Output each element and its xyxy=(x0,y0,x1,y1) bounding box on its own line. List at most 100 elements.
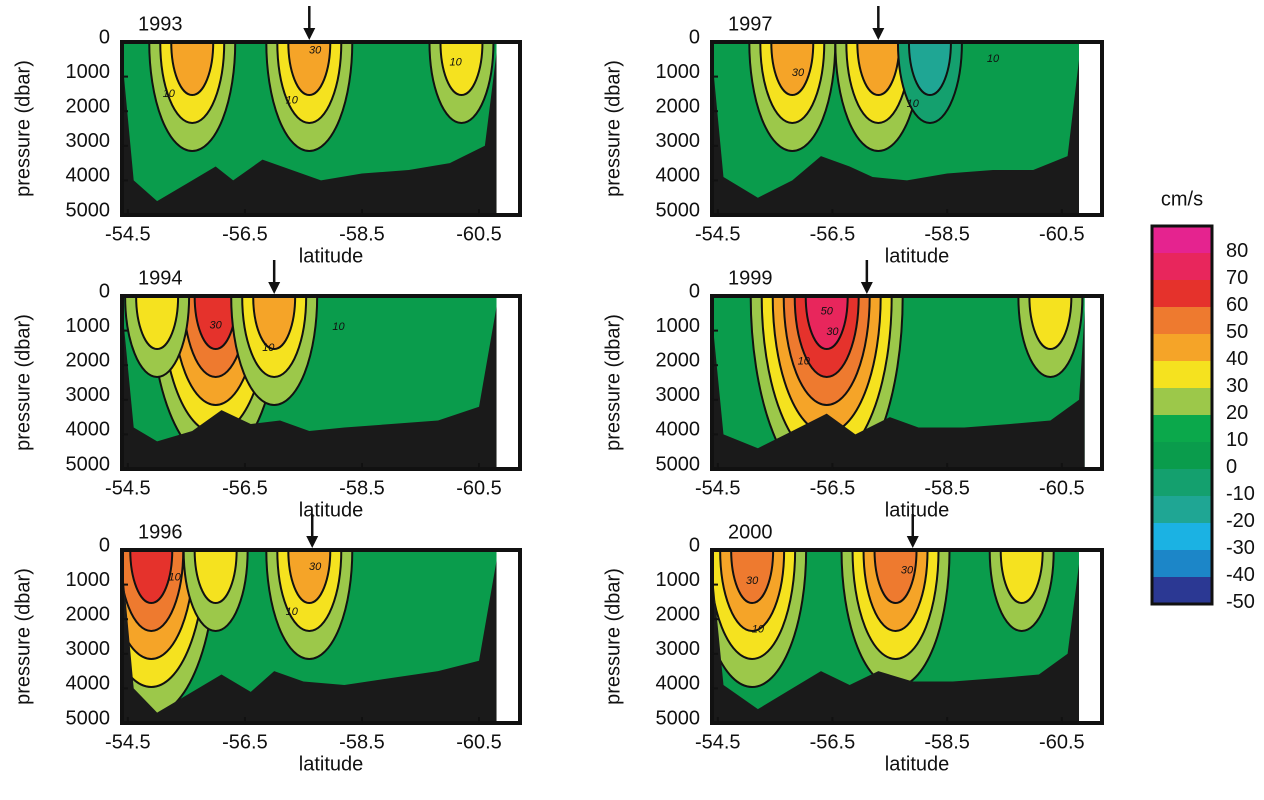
jet-contour xyxy=(999,550,1044,604)
y-tick-label: 4000 xyxy=(66,419,111,441)
x-tick-label: -56.5 xyxy=(222,223,268,245)
x-tick-label: -58.5 xyxy=(924,731,970,753)
plot-area: 30 10 10 10 xyxy=(122,42,520,215)
x-tick-label: -56.5 xyxy=(222,477,268,499)
contour-label: 10 xyxy=(907,98,920,110)
jet-contour xyxy=(804,296,849,350)
panel: 30 10 10 0 1000 2000 3000 4000 5000-54.5 -56.5 -58… xyxy=(602,6,1104,267)
contour-label: 10 xyxy=(286,95,299,107)
x-tick-label: -54.5 xyxy=(695,477,741,499)
y-tick-label: 0 xyxy=(689,280,700,302)
bathymetry xyxy=(122,52,497,215)
y-tick-label: 5000 xyxy=(66,453,111,475)
colorbar-label: 80 xyxy=(1226,240,1248,262)
x-tick-label: -56.5 xyxy=(810,223,856,245)
x-tick-label: -54.5 xyxy=(695,731,741,753)
colorbar-label: 50 xyxy=(1226,321,1248,343)
plot-area: 50 30 10 xyxy=(712,296,1102,469)
bathymetry xyxy=(122,306,497,469)
y-tick-label: 0 xyxy=(689,26,700,48)
contour-label: 10 xyxy=(286,606,299,618)
x-tick-label: -54.5 xyxy=(105,731,151,753)
y-tick-label: 3000 xyxy=(66,384,111,406)
colorbar-label: 20 xyxy=(1226,402,1248,424)
arrow-head xyxy=(860,282,873,294)
bathymetry xyxy=(712,309,1085,469)
colorbar-label: 70 xyxy=(1226,267,1248,289)
panel-title: 1997 xyxy=(728,13,773,35)
jet-contour xyxy=(252,296,297,350)
colorbar-swatch xyxy=(1152,280,1212,307)
colorbar-label: 30 xyxy=(1226,375,1248,397)
y-tick-label: 1000 xyxy=(66,61,111,83)
contour-label: 10 xyxy=(987,53,1000,65)
y-tick-label: 3000 xyxy=(656,130,701,152)
y-tick-label: 5000 xyxy=(656,707,701,729)
plot-frame xyxy=(120,294,522,471)
y-tick-label: 4000 xyxy=(656,673,701,695)
jet-contour xyxy=(770,42,815,96)
contour-label: 30 xyxy=(826,326,839,338)
contour-label: 50 xyxy=(821,305,834,317)
x-tick-label: -58.5 xyxy=(339,477,385,499)
arrow-head xyxy=(906,536,919,548)
contour-label: 10 xyxy=(169,572,182,584)
contour-label: 30 xyxy=(746,575,759,587)
contour-label: 10 xyxy=(798,356,811,368)
y-tick-label: 3000 xyxy=(66,130,111,152)
colorbar-label: -20 xyxy=(1226,510,1255,532)
colorbar-label: -40 xyxy=(1226,564,1255,586)
colorbar-swatch xyxy=(1152,442,1212,469)
contour-label: 10 xyxy=(163,88,176,100)
colorbar-swatch xyxy=(1152,334,1212,361)
plot-frame xyxy=(710,548,1104,725)
plot-frame xyxy=(120,548,522,725)
y-tick-label: 2000 xyxy=(656,349,701,371)
y-tick-label: 2000 xyxy=(656,95,701,117)
colorbar-label: 40 xyxy=(1226,348,1248,370)
panel-title: 2000 xyxy=(728,521,773,543)
y-tick-label: 4000 xyxy=(656,419,701,441)
land-right xyxy=(496,550,520,723)
x-axis-label: latitude xyxy=(299,245,364,267)
panel-title: 1999 xyxy=(728,267,773,289)
colorbar-label: 10 xyxy=(1226,429,1248,451)
colorbar-swatch xyxy=(1152,307,1212,334)
jet-contour xyxy=(873,550,918,604)
x-axis-label: latitude xyxy=(885,499,950,521)
x-tick-label: -58.5 xyxy=(924,223,970,245)
contour-label: 30 xyxy=(309,45,322,57)
x-tick-label: -60.5 xyxy=(456,223,502,245)
y-tick-label: 0 xyxy=(99,26,110,48)
jet-contour xyxy=(193,296,238,350)
contour-label: 30 xyxy=(901,565,914,577)
colorbar-swatch xyxy=(1152,361,1212,388)
plot-frame xyxy=(710,40,1104,217)
jet-contour xyxy=(907,42,952,96)
colorbar-swatch xyxy=(1152,226,1212,253)
colorbar-label: -50 xyxy=(1226,591,1255,613)
x-tick-label: -54.5 xyxy=(695,223,741,245)
panel-title: 1993 xyxy=(138,13,183,35)
x-tick-label: -54.5 xyxy=(105,477,151,499)
jet-contour xyxy=(135,296,180,350)
colorbar-swatch xyxy=(1152,253,1212,280)
bathymetry xyxy=(712,563,1080,723)
contour-label: 10 xyxy=(449,57,462,69)
panel: 30 10 10 0 1000 2000 3000 4000 5000-54.5 -56.5 -58… xyxy=(12,260,522,521)
plot-area: 30 10 10 xyxy=(122,296,520,469)
y-axis-label: pressure (dbar) xyxy=(12,568,34,705)
arrow-head xyxy=(303,28,316,40)
land-right xyxy=(496,296,520,469)
colorbar-swatch xyxy=(1152,550,1212,577)
colorbar-swatch xyxy=(1152,523,1212,550)
x-tick-label: -58.5 xyxy=(339,731,385,753)
y-tick-label: 3000 xyxy=(656,384,701,406)
x-tick-label: -60.5 xyxy=(1039,731,1085,753)
jet-contour xyxy=(129,550,174,604)
colorbar-swatch xyxy=(1152,388,1212,415)
jet-contour xyxy=(287,550,332,604)
panel: 30 10 10 0 1000 2000 3000 4000 5000-54.5 -56.5 -58… xyxy=(12,514,522,775)
colorbar-swatch xyxy=(1152,469,1212,496)
y-tick-label: 1000 xyxy=(656,315,701,337)
